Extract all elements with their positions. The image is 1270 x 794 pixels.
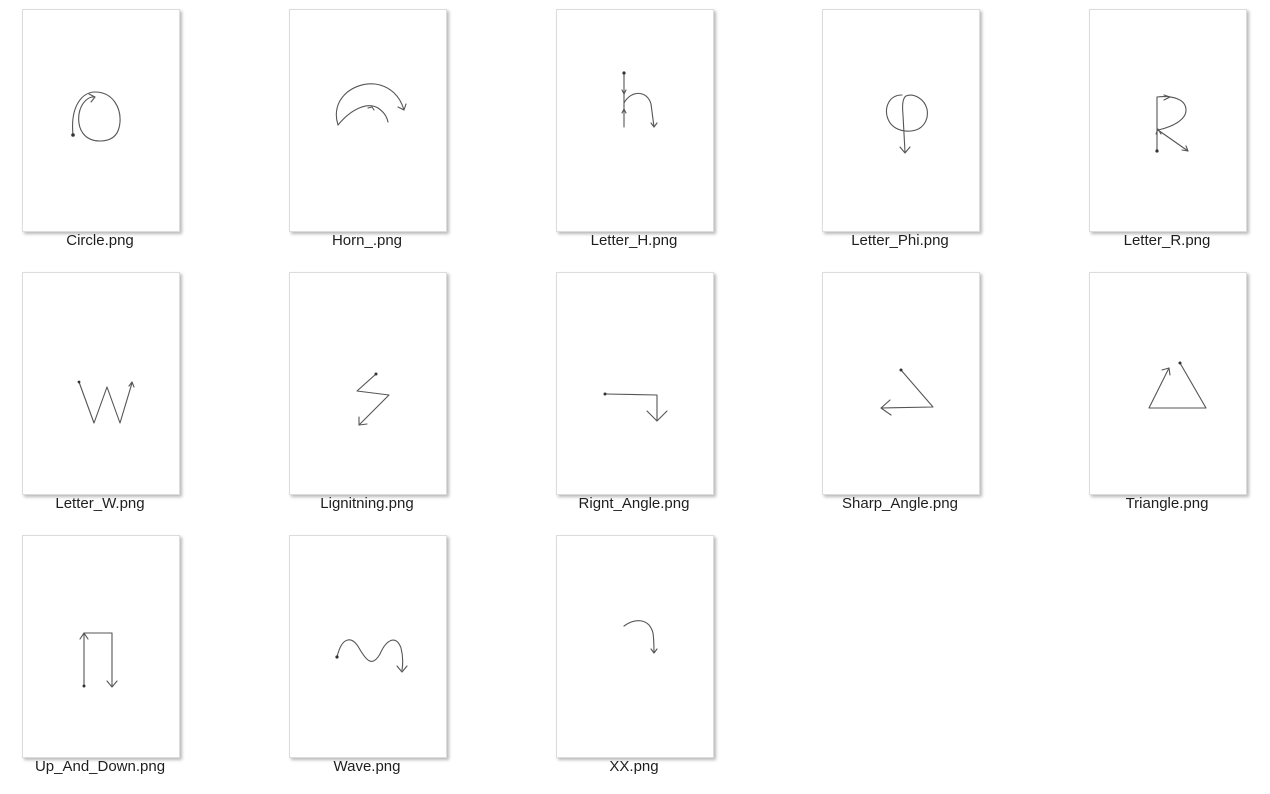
up-and-down-gesture-icon [79,632,118,688]
letter-w-gesture-icon [77,380,135,424]
wave-gesture-icon [335,639,408,673]
letter-r-gesture-icon [1155,94,1189,153]
thumbnail[interactable] [22,9,180,232]
file-name: XX.png [609,758,659,775]
thumbnail[interactable] [822,272,980,495]
file-item-circle[interactable]: Circle.png [0,0,191,260]
thumbnail[interactable] [289,535,447,758]
thumbnail[interactable] [556,272,714,495]
file-item-xx[interactable]: XX.png [505,526,725,786]
file-item-letter-phi[interactable]: Letter_Phi.png [771,0,991,260]
thumbnail[interactable] [289,9,447,232]
thumbnail[interactable] [289,272,447,495]
file-item-lightning[interactable]: Lignitning.png [238,263,458,523]
thumbnail[interactable] [556,535,714,758]
thumbnail[interactable] [22,272,180,495]
hook-gesture-icon [623,620,658,654]
thumbnail[interactable] [1089,272,1247,495]
file-item-wave[interactable]: Wave.png [238,526,458,786]
file-name: Sharp_Angle.png [842,495,958,512]
sharp-angle-gesture-icon [880,368,934,416]
horn-gesture-icon [335,83,407,126]
thumbnail[interactable] [556,9,714,232]
file-name: Rignt_Angle.png [578,495,690,512]
file-name: Lignitning.png [320,495,414,512]
thumbnail[interactable] [22,535,180,758]
circle-gesture-icon [71,91,121,142]
thumbnail[interactable] [1089,9,1247,232]
file-item-up-and-down[interactable]: Up_And_Down.png [0,526,191,786]
file-item-right-angle[interactable]: Rignt_Angle.png [505,263,725,523]
file-item-sharp-angle[interactable]: Sharp_Angle.png [771,263,991,523]
lightning-gesture-icon [356,372,390,426]
file-item-letter-w[interactable]: Letter_W.png [0,263,191,523]
right-angle-gesture-icon [603,392,668,422]
file-name: Letter_H.png [590,232,678,249]
file-item-letter-h[interactable]: Letter_H.png [505,0,725,260]
letter-phi-gesture-icon [885,94,928,154]
file-name: Up_And_Down.png [34,758,166,775]
file-name: Circle.png [66,232,134,249]
file-name: Horn_.png [331,232,403,249]
file-name: Letter_R.png [1123,232,1211,249]
letter-h-gesture-icon [621,71,658,128]
file-name: Wave.png [333,758,401,775]
file-item-letter-r[interactable]: Letter_R.png [1038,0,1258,260]
file-name: Letter_Phi.png [851,232,949,249]
file-name: Triangle.png [1125,495,1209,512]
thumbnail[interactable] [822,9,980,232]
file-item-horn[interactable]: Horn_.png [238,0,458,260]
file-item-triangle[interactable]: Triangle.png [1038,263,1258,523]
triangle-gesture-icon [1148,361,1207,409]
file-name: Letter_W.png [55,495,145,512]
